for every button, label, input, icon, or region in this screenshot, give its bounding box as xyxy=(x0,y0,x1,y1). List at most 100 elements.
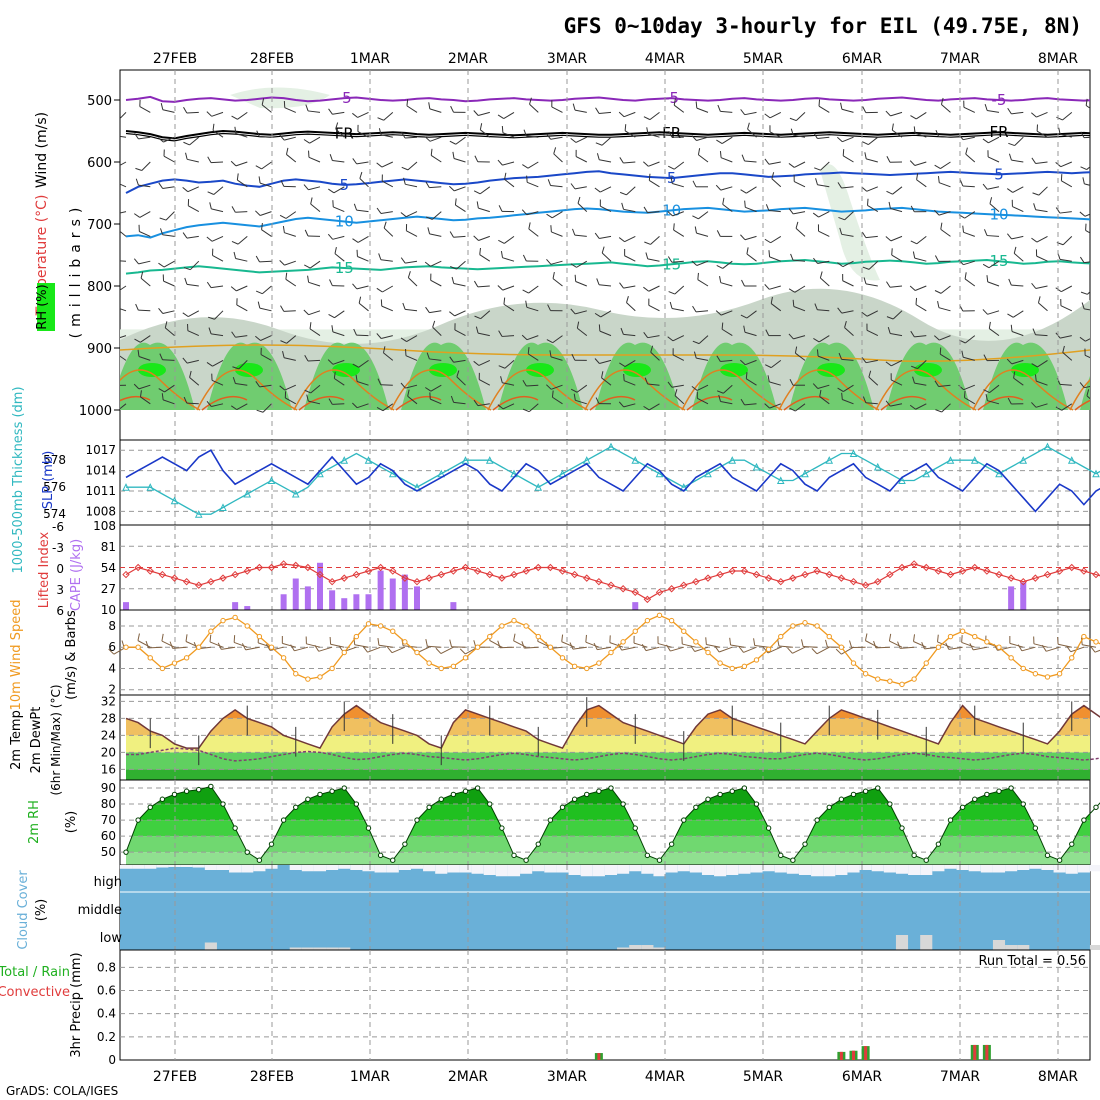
wind-barb-38 xyxy=(569,642,587,650)
sounding-barb xyxy=(230,285,248,292)
temp-band-2 xyxy=(126,735,1090,753)
sounding-barb xyxy=(120,228,127,237)
isotherm-25-80 xyxy=(1074,399,1090,411)
sounding-barb xyxy=(693,351,709,361)
wind-barb-40 xyxy=(593,642,612,651)
sounding-barb xyxy=(840,102,854,113)
rh-point-22 xyxy=(390,857,396,863)
sounding-barb xyxy=(743,325,757,337)
sounding-barb xyxy=(722,197,733,212)
wind-barb-43 xyxy=(633,635,648,648)
cape-bar-9 xyxy=(232,602,239,610)
sounding-barb xyxy=(256,130,272,138)
cloud-high-gap-21 xyxy=(374,865,387,873)
isotherm-label-0-2: -5 xyxy=(992,91,1007,109)
sounding-barb xyxy=(741,279,757,287)
sounding-barb xyxy=(570,260,588,268)
sounding-barb xyxy=(624,249,636,262)
wind-speed-point-31 xyxy=(499,623,505,629)
sounding-barb xyxy=(449,356,466,363)
thickness-point-62 xyxy=(873,462,882,471)
li-point-11 xyxy=(255,563,264,572)
thickness-point-54 xyxy=(776,476,785,484)
sounding-barb xyxy=(231,111,248,120)
sounding-barb xyxy=(547,179,563,188)
sounding-barb xyxy=(771,172,782,188)
rh-max-64 xyxy=(914,363,942,377)
sounding-barb xyxy=(501,125,515,138)
sounding-barb xyxy=(158,384,175,393)
wind-barb-52 xyxy=(738,646,757,653)
sounding-barb xyxy=(643,206,660,214)
cloud-high-gap-65 xyxy=(908,865,921,875)
sounding-barb xyxy=(231,331,248,338)
pressure-label-0: 500 xyxy=(87,94,112,109)
li-point-72 xyxy=(995,570,1003,579)
sounding-barb xyxy=(522,285,539,294)
sounding-barb xyxy=(595,397,612,405)
sounding-barb xyxy=(1058,127,1072,138)
sounding-barb xyxy=(355,374,369,386)
cloud-high-gap-68 xyxy=(944,865,957,869)
sounding-barb xyxy=(479,247,491,262)
sounding-barb xyxy=(182,232,199,239)
wind-speed-point-50 xyxy=(729,665,735,672)
rh-point-41 xyxy=(620,801,626,807)
isotherm-25-24 xyxy=(395,395,442,411)
sounding-barb xyxy=(984,103,1000,113)
sounding-barb xyxy=(451,276,466,287)
cloud-high-gap-10 xyxy=(241,865,254,873)
cloud-level-label-1: middle xyxy=(78,903,122,918)
wind-barb-64 xyxy=(888,633,903,648)
rh-band-1 xyxy=(126,836,1090,853)
rh-point-19 xyxy=(353,801,360,807)
sounding-barb xyxy=(1031,235,1048,243)
sounding-barb xyxy=(256,403,272,413)
sounding-barb xyxy=(1036,124,1048,138)
sounding-barb xyxy=(1062,345,1073,361)
cloud-high-gap-1 xyxy=(132,865,145,869)
li-point-55 xyxy=(789,574,797,582)
wind-barb-37 xyxy=(561,634,575,648)
pressure-label-3: 800 xyxy=(87,280,112,295)
rh-max-56 xyxy=(817,363,845,377)
sounding-barb xyxy=(643,112,660,121)
cloud-high-gap-11 xyxy=(253,865,266,872)
sounding-barb xyxy=(910,111,927,120)
li-point-9 xyxy=(231,570,239,579)
sounding-barb xyxy=(1082,177,1090,188)
li-point-42 xyxy=(631,588,639,596)
sounding-barb xyxy=(982,260,1000,269)
top-date-axis: 27FEB 28FEB 1MAR 2MAR 3MAR 4MAR 5MAR 6MAR 7MAR 8M… xyxy=(153,51,1079,67)
sounding-barb xyxy=(934,285,951,294)
date-label-bottom-2: 1MAR xyxy=(350,1069,391,1085)
sounding-barb xyxy=(841,392,854,405)
sounding-barb xyxy=(425,306,442,314)
cloud-high-gap-38 xyxy=(580,865,593,877)
rh-point-67 xyxy=(935,841,942,847)
rh-point-60 xyxy=(850,791,857,798)
wind-barb-8 xyxy=(209,634,224,648)
rh-point-8 xyxy=(220,801,226,807)
sounding-barb xyxy=(985,394,1000,405)
sounding-barb xyxy=(987,150,1000,163)
sounding-barb xyxy=(1007,397,1024,405)
li-point-34 xyxy=(534,563,542,572)
date-label-top-0: 27FEB xyxy=(153,51,197,67)
rh-point-80 xyxy=(1093,804,1099,810)
sounding-barb xyxy=(764,235,782,244)
sounding-barb xyxy=(303,136,321,144)
date-label-bottom-6: 5MAR xyxy=(743,1069,784,1085)
wind-barb-57 xyxy=(801,639,818,648)
li-point-39 xyxy=(595,577,603,586)
sounding-barb xyxy=(934,161,951,169)
sounding-barb xyxy=(498,235,515,244)
pressure-label-1: 600 xyxy=(87,156,112,171)
sounding-barb xyxy=(456,370,466,386)
sounding-barb xyxy=(377,112,394,121)
wind-speed-point-72 xyxy=(996,644,1002,650)
cloud-high-gap-56 xyxy=(798,865,812,875)
sounding-barb xyxy=(474,155,490,163)
sounding-barb xyxy=(837,136,854,143)
wind-barb-58 xyxy=(811,646,830,655)
